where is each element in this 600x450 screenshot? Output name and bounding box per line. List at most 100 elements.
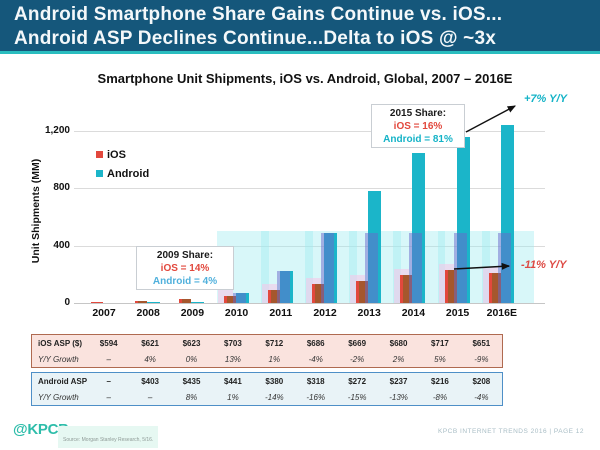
table-cell: -4% xyxy=(474,392,489,402)
y-tick-0: 0 xyxy=(64,297,70,308)
x-axis-label: 2009 xyxy=(180,307,205,319)
ghost-overlay-olive xyxy=(270,289,280,303)
ghost-overlay-purple xyxy=(365,232,379,303)
y-tick-800: 800 xyxy=(53,182,70,193)
row-label: Y/Y Growth xyxy=(38,354,79,364)
legend-label-ios: iOS xyxy=(107,148,126,161)
android-bar xyxy=(232,293,249,303)
table-cell: 8% xyxy=(185,392,198,402)
ghost-overlay-olive xyxy=(315,283,324,303)
ghost-overlay-purple xyxy=(497,232,511,303)
legend: iOS Android xyxy=(96,145,149,183)
table-cell: -4% xyxy=(308,354,323,364)
y-axis-label: Unit Shipments (MM) xyxy=(30,158,42,264)
annotation-2015-ios: iOS = 16% xyxy=(393,121,443,132)
android-growth-label: +7% Y/Y xyxy=(524,93,567,105)
table-cell: -15% xyxy=(347,392,367,402)
android-bar xyxy=(453,136,470,303)
table-row: iOS ASP ($) $594 $621 $623 $703 $712 $686 $669 $… xyxy=(32,335,502,351)
table-cell: $680 xyxy=(389,338,408,348)
android-asp-table: Android ASP – $403 $435 $441 $380 $318 $272 $237… xyxy=(31,372,503,406)
ios-growth-label: -11% Y/Y xyxy=(521,259,567,271)
table-cell: $717 xyxy=(431,338,449,348)
x-axis-label: 2008 xyxy=(136,307,160,319)
ghost-overlay-olive xyxy=(138,301,148,303)
table-cell: 0% xyxy=(185,354,198,364)
annotation-2015-title: 2015 Share: xyxy=(389,108,447,119)
slide-title-line2: Android ASP Declines Continue...Delta to… xyxy=(14,28,496,49)
annotation-2009-android: Android = 4% xyxy=(152,276,218,287)
source-text: Source: Morgan Stanley Research, 5/16. xyxy=(63,437,154,443)
ios-bar xyxy=(179,299,192,303)
legend-swatch-ios-icon xyxy=(96,151,103,158)
table-cell: – xyxy=(106,354,111,364)
table-cell: 1% xyxy=(268,354,281,364)
chart-title: Smartphone Unit Shipments, iOS vs. Andro… xyxy=(97,71,513,86)
annotation-2009-share: 2009 Share: iOS = 14% Android = 4% xyxy=(136,246,234,290)
table-cell: $651 xyxy=(472,338,491,348)
table-cell: $441 xyxy=(224,376,242,386)
table-cell: – xyxy=(147,392,153,402)
android-bar xyxy=(147,302,161,303)
x-axis-label: 2014 xyxy=(401,307,426,319)
table-cell: $435 xyxy=(182,376,201,386)
table-cell: $208 xyxy=(472,376,491,386)
x-axis-label: 2012 xyxy=(313,307,337,319)
table-cell: $380 xyxy=(265,376,284,386)
ghost-overlay-olive xyxy=(359,281,369,303)
gridline-1200 xyxy=(74,131,545,132)
table-cell: $712 xyxy=(265,338,284,348)
legend-item-ios: iOS xyxy=(96,145,149,164)
table-cell: $621 xyxy=(141,338,159,348)
ios-bar xyxy=(91,302,103,303)
table-cell: -16% xyxy=(306,392,326,402)
table-cell: $237 xyxy=(389,376,408,386)
table-cell: $686 xyxy=(306,338,325,348)
table-cell: -8% xyxy=(432,392,448,402)
row-label: iOS ASP ($) xyxy=(38,338,83,348)
ghost-overlay-olive xyxy=(226,296,236,303)
annotation-2015-share: 2015 Share: iOS = 16% Android = 81% xyxy=(371,104,465,148)
table-cell: -9% xyxy=(474,354,489,364)
x-axis-baseline xyxy=(74,303,545,304)
android-bar xyxy=(409,153,426,303)
ghost-overlay-purple xyxy=(232,293,246,303)
footer-page-info: KPCB INTERNET TRENDS 2016 | PAGE 12 xyxy=(438,428,584,435)
y-tick-1200: 1,200 xyxy=(44,125,70,136)
table-cell: $318 xyxy=(306,376,325,386)
table-cell: $272 xyxy=(348,376,367,386)
y-tick-400: 400 xyxy=(53,240,70,251)
table-cell: $594 xyxy=(99,338,118,348)
ghost-overlay-olive xyxy=(491,273,501,303)
table-cell: $216 xyxy=(431,376,449,386)
gridline-400 xyxy=(74,246,545,247)
table-cell: 1% xyxy=(227,392,239,402)
legend-item-android: Android xyxy=(96,164,149,183)
ghost-overlay-purple xyxy=(453,232,467,303)
ghost-overlay-olive xyxy=(403,275,413,303)
annotation-2015-android: Android = 81% xyxy=(383,134,453,145)
ghost-overlay-olive xyxy=(182,299,192,303)
table-cell: -14% xyxy=(264,392,284,402)
table-cell: – xyxy=(106,392,111,402)
x-axis-label: 2015 xyxy=(445,307,470,319)
x-axis-label: 2007 xyxy=(92,307,116,319)
slide-header: Android Smartphone Share Gains Continue … xyxy=(0,0,600,54)
table-row: Y/Y Growth – – 8% 1% -14% -16% -15% -13% -8% -4% xyxy=(32,389,502,405)
table-cell: -13% xyxy=(389,392,408,402)
table-cell: $703 xyxy=(224,338,242,348)
row-label: Y/Y Growth xyxy=(38,392,79,402)
annotation-2009-title: 2009 Share: xyxy=(156,250,214,261)
table-cell: 5% xyxy=(434,354,446,364)
gridline-800 xyxy=(74,188,545,189)
table-cell: – xyxy=(106,376,111,386)
android-bar xyxy=(497,125,514,303)
android-bar xyxy=(321,232,337,303)
ghost-overlay-purple xyxy=(276,271,290,303)
table-cell: 13% xyxy=(224,354,241,364)
x-axis-label: 2011 xyxy=(269,307,293,319)
ghost-overlay-purple xyxy=(409,232,423,303)
slide-title-line1: Android Smartphone Share Gains Continue … xyxy=(14,4,503,25)
android-bar xyxy=(276,271,293,303)
